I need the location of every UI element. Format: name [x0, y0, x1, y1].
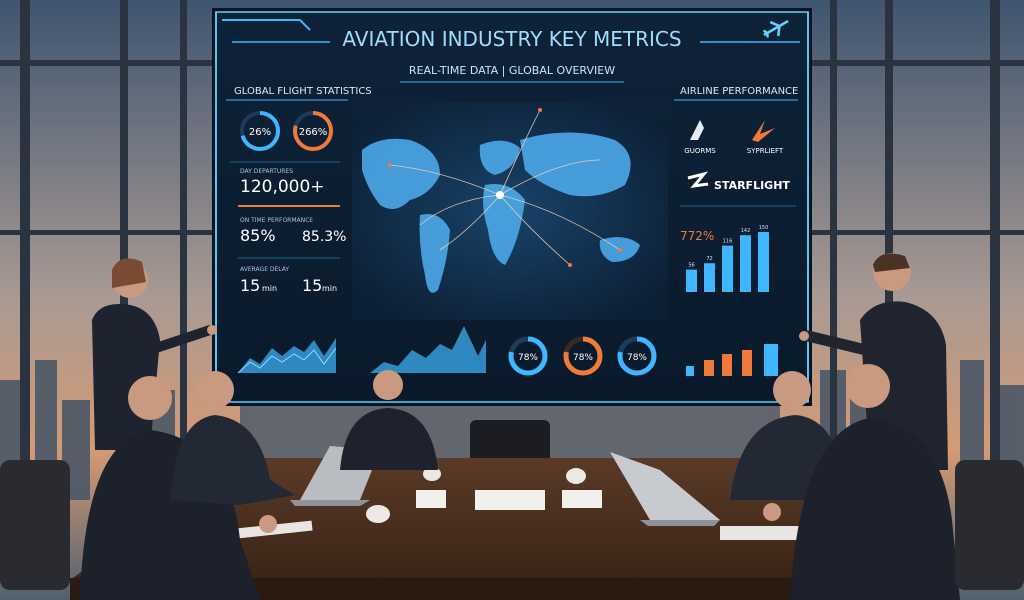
stat-departures-value: 120,000+ — [240, 177, 325, 197]
stat-ontime-value-b: 85.3% — [302, 229, 346, 245]
ring-gauge-2: 266% — [293, 111, 333, 151]
ring-gauge-1: 26% — [240, 111, 280, 151]
donut-2-value: 78% — [573, 353, 593, 363]
document-2 — [475, 490, 545, 510]
airline-1-name: GUORMS — [684, 147, 716, 155]
stat-delay-unit-a: min — [262, 284, 277, 293]
airplane-icon — [762, 19, 789, 38]
stat-ontime-label: ON TIME PERFORMANCE — [240, 217, 313, 224]
seated-man-right-2 — [763, 364, 960, 600]
airline-bar — [686, 269, 697, 292]
donut-3-value: 78% — [627, 353, 647, 363]
right-panel-heading: AIRLINE PERFORMANCE — [680, 86, 798, 97]
airline-bar — [758, 232, 769, 292]
donut-1-value: 78% — [518, 353, 538, 363]
office-chair-right — [955, 460, 1024, 590]
document-3 — [562, 490, 602, 508]
airline-bar-label: 142 — [741, 228, 751, 234]
ring-gauge-1-value: 26% — [249, 127, 271, 138]
airline-bar-chart: 56 72 116 142 150 — [686, 225, 769, 292]
coffee-cup-1 — [366, 505, 390, 523]
stat-delay-value-a: 15 — [240, 276, 260, 295]
airline-bar — [740, 235, 751, 292]
donut-gauge-2: 78% — [563, 336, 603, 376]
stat-departures-label: DAY DEPARTURES — [240, 168, 293, 175]
coffee-cup-3 — [566, 468, 586, 484]
area-chart-1 — [237, 338, 337, 374]
area-chart-2 — [370, 326, 486, 373]
airline-logo-1: GUORMS — [684, 120, 716, 155]
airline-bar-label: 116 — [723, 239, 733, 245]
screen-title: AVIATION INDUSTRY KEY METRICS — [342, 27, 681, 51]
airline-3-name: STARFLIGHT — [714, 179, 790, 192]
stat-delay-label: AVERAGE DELAY — [240, 266, 289, 273]
laptop-right — [610, 452, 720, 526]
airline-bar-label: 56 — [688, 263, 694, 269]
office-chair-left — [0, 460, 70, 590]
dashboard-screen: AVIATION INDUSTRY KEY METRICS REAL-TIME … — [212, 8, 812, 406]
seated-man-center — [340, 370, 438, 470]
left-panel-heading: GLOBAL FLIGHT STATISTICS — [234, 86, 372, 97]
document-1 — [416, 490, 446, 508]
world-map — [352, 102, 668, 320]
airline-logo-3: STARFLIGHT — [687, 171, 790, 192]
notepad-right — [720, 526, 820, 540]
airline-bar-label: 150 — [759, 225, 769, 231]
donut-gauge-1: 78% — [508, 336, 548, 376]
window-frames — [0, 0, 1024, 470]
back-chair — [470, 420, 550, 465]
airline-bar-label: 72 — [706, 256, 712, 262]
coffee-cup-2 — [423, 467, 441, 481]
mini-bar-chart — [686, 344, 778, 376]
airline-chart-value: 772% — [680, 229, 714, 243]
seated-man-left-2 — [170, 371, 295, 505]
airline-bar — [722, 245, 733, 292]
ring-gauge-2-value: 266% — [299, 127, 328, 138]
airline-bar — [704, 263, 715, 292]
airline-logo-2: SYPRLIEFT — [747, 120, 784, 155]
stat-delay-value-b: 15 — [302, 276, 322, 295]
airline-2-name: SYPRLIEFT — [747, 147, 784, 155]
stat-ontime-value-a: 85% — [240, 226, 276, 245]
donut-gauge-3: 78% — [617, 336, 657, 376]
conference-table — [70, 458, 950, 580]
screen-subtitle: REAL-TIME DATA | GLOBAL OVERVIEW — [409, 64, 615, 77]
stat-delay-unit-b: min — [322, 284, 337, 293]
